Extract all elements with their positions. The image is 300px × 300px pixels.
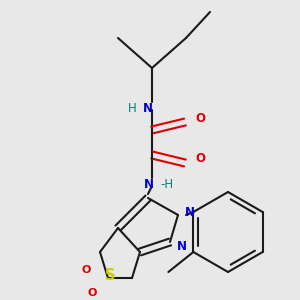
Text: N: N <box>185 206 195 220</box>
Text: S: S <box>105 268 115 284</box>
Text: N: N <box>143 101 153 115</box>
Text: O: O <box>87 288 97 298</box>
Text: N: N <box>177 239 187 253</box>
Text: O: O <box>195 112 205 124</box>
Text: -H: -H <box>160 178 174 190</box>
Text: O: O <box>81 265 91 275</box>
Text: H: H <box>128 101 136 115</box>
Text: O: O <box>195 152 205 166</box>
Text: N: N <box>144 178 154 190</box>
